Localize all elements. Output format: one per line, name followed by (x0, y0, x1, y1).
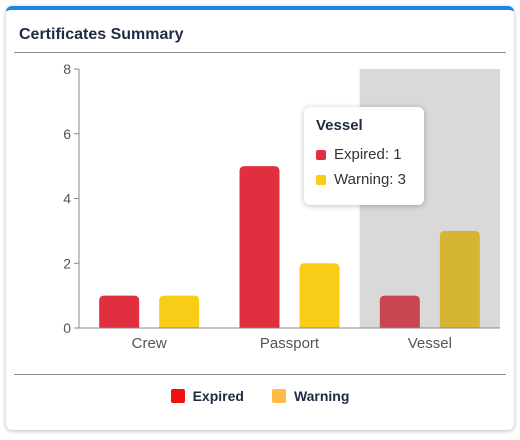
bar-chart: 0 2 4 6 8 Crew Passport Vessel (63, 61, 500, 352)
tooltip-expired-swatch (316, 149, 326, 160)
chart-tooltip: Vessel Expired: 1 Warning: 3 (304, 107, 424, 205)
tooltip-row-warning: Warning: 3 (316, 167, 412, 192)
y-tick-label-4: 4 (63, 191, 71, 207)
x-tick-label-passport: Passport (260, 335, 320, 352)
tooltip-row-expired: Expired: 1 (316, 142, 412, 167)
footer-divider (14, 374, 506, 375)
x-tick-label-vessel: Vessel (408, 335, 452, 352)
x-tick-label-crew: Crew (132, 335, 167, 352)
bar-expired-passport (239, 166, 280, 328)
bar-warning-vessel (439, 230, 480, 328)
y-tick-label-0: 0 (63, 320, 71, 336)
chart-legend: Expired Warning (6, 388, 514, 404)
tooltip-warning-swatch (316, 174, 326, 185)
legend-item-expired[interactable]: Expired (170, 388, 244, 404)
y-tick-label-6: 6 (63, 126, 71, 142)
certificates-summary-card: Certificates Summary 0 2 4 6 8 Crew Passport Ve… (6, 6, 514, 430)
bar-warning-crew (159, 295, 200, 328)
legend-expired-swatch (170, 389, 185, 403)
header-divider (14, 52, 506, 53)
legend-item-warning[interactable]: Warning (271, 388, 350, 404)
bar-warning-passport (299, 263, 340, 328)
bar-expired-vessel (379, 295, 420, 328)
bar-expired-crew (99, 295, 140, 328)
legend-warning-swatch (271, 389, 286, 403)
legend-warning-label: Warning (293, 388, 350, 404)
tooltip-title: Vessel (316, 117, 363, 134)
y-tick-label-2: 2 (63, 255, 71, 271)
tooltip-warning-text: Warning: 3 (334, 171, 406, 188)
y-tick-label-8: 8 (63, 61, 71, 77)
legend-expired-label: Expired (192, 388, 244, 404)
tooltip-expired-text: Expired: 1 (334, 146, 402, 163)
card-title: Certificates Summary (19, 26, 184, 43)
